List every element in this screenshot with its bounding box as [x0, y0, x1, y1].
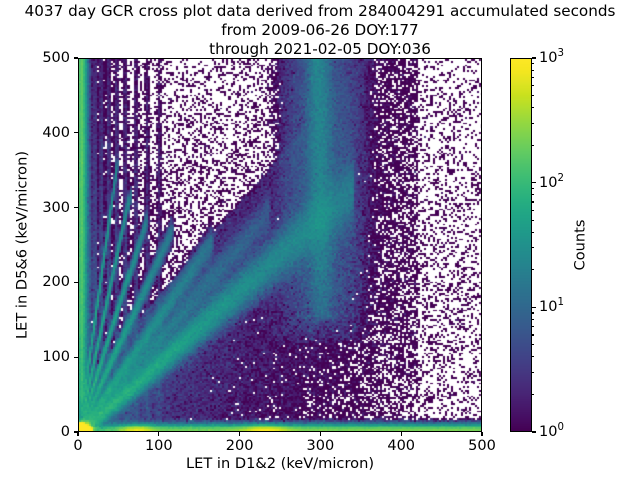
colorbar-minor-tick: [532, 69, 535, 71]
colorbar-minor-tick: [532, 201, 535, 203]
colorbar-tick-label: 103: [539, 48, 564, 66]
y-axis-label-text: LET in D5&6 (keV/micron): [13, 150, 31, 340]
y-tick-label: 300: [42, 199, 70, 216]
colorbar-minor-tick: [532, 269, 535, 271]
colorbar-minor-tick: [532, 371, 535, 374]
x-tick-label: 0: [73, 438, 83, 454]
y-tick-mark: [74, 207, 78, 209]
x-tick-label: 500: [468, 438, 496, 454]
colorbar-major-tick: [532, 306, 536, 308]
colorbar-minor-tick: [532, 94, 535, 97]
x-tick-mark: [239, 432, 241, 436]
x-tick-label: 200: [225, 438, 254, 454]
x-tick-mark: [319, 432, 321, 436]
x-tick-label: 100: [144, 438, 173, 454]
y-tick-label: 400: [42, 124, 70, 141]
colorbar-tick-label: 101: [539, 297, 564, 316]
colorbar-minor-tick: [532, 76, 535, 78]
colorbar-minor-tick: [532, 247, 535, 249]
colorbar-minor-tick: [532, 356, 535, 358]
x-tick-mark: [77, 432, 79, 436]
colorbar-minor-tick: [532, 209, 535, 211]
y-tick-mark: [74, 57, 78, 59]
title-line-3: through 2021-02-05 DOY:036: [209, 40, 431, 58]
colorbar-minor-tick: [532, 107, 535, 109]
y-tick-mark: [74, 281, 78, 283]
title-line-2: from 2009-06-26 DOY:177: [221, 21, 419, 39]
y-tick-label: 500: [42, 50, 70, 66]
colorbar-major-tick: [532, 182, 536, 184]
colorbar-minor-tick: [532, 187, 535, 189]
colorbar-minor-tick: [532, 393, 535, 395]
y-tick-mark: [74, 356, 78, 358]
colorbar-minor-tick: [532, 219, 535, 221]
figure-title: 4037 day GCR cross plot data derived fro…: [0, 2, 640, 59]
colorbar-minor-tick: [532, 344, 535, 346]
colorbar-gradient: [511, 59, 531, 431]
y-tick-label: 0: [60, 424, 70, 440]
x-tick-mark: [158, 432, 160, 436]
y-tick-mark: [74, 132, 78, 134]
colorbar-label-text: Counts: [571, 219, 589, 271]
colorbar-minor-tick: [532, 231, 535, 233]
y-tick-label: 100: [42, 349, 70, 366]
colorbar-tick-label: 100: [539, 422, 564, 440]
colorbar-minor-tick: [532, 194, 535, 196]
y-tick-mark: [74, 431, 78, 433]
colorbar-minor-tick: [532, 63, 535, 65]
colorbar-minor-tick: [532, 334, 535, 336]
colorbar-tick-label: 102: [539, 172, 564, 191]
colorbar-minor-tick: [532, 326, 535, 328]
colorbar-minor-tick: [532, 144, 535, 146]
x-axis-label: LET in D1&2 (keV/micron): [185, 455, 375, 472]
colorbar: [510, 58, 532, 432]
title-line-1: 4037 day GCR cross plot data derived fro…: [24, 2, 616, 20]
colorbar-major-tick: [532, 431, 536, 433]
colorbar-minor-tick: [532, 85, 535, 87]
colorbar-minor-tick: [532, 318, 535, 320]
histogram-2d-canvas: [79, 59, 481, 431]
x-tick-label: 300: [306, 438, 335, 454]
y-tick-label: 200: [42, 274, 70, 291]
colorbar-major-tick: [532, 57, 536, 59]
x-tick-mark: [481, 432, 483, 436]
plot-axes: [78, 58, 482, 432]
x-tick-label: 400: [387, 438, 416, 454]
x-tick-mark: [400, 432, 402, 436]
colorbar-minor-tick: [532, 312, 535, 314]
colorbar-minor-tick: [532, 122, 535, 124]
